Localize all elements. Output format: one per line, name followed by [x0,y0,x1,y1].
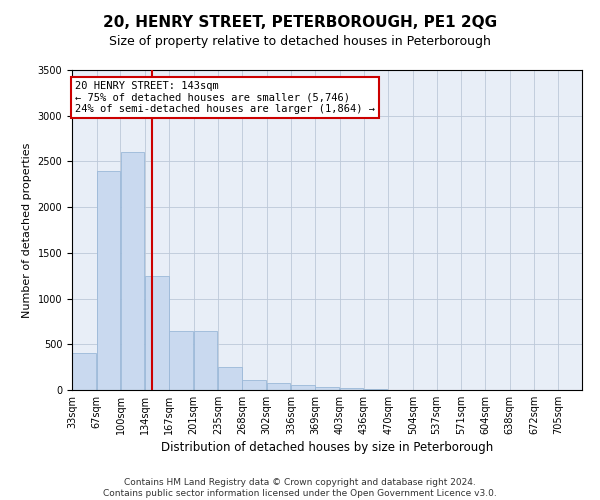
Y-axis label: Number of detached properties: Number of detached properties [22,142,32,318]
Text: Size of property relative to detached houses in Peterborough: Size of property relative to detached ho… [109,35,491,48]
Bar [169,332,193,390]
Bar [121,152,144,390]
Bar [218,367,242,390]
Bar [242,380,266,390]
Bar [97,170,120,390]
Bar [340,388,363,390]
Bar [316,387,338,390]
Bar [72,354,95,390]
Bar [267,383,290,390]
Bar [292,386,315,390]
Bar [194,332,217,390]
X-axis label: Distribution of detached houses by size in Peterborough: Distribution of detached houses by size … [161,441,493,454]
Text: 20, HENRY STREET, PETERBOROUGH, PE1 2QG: 20, HENRY STREET, PETERBOROUGH, PE1 2QG [103,15,497,30]
Text: 20 HENRY STREET: 143sqm
← 75% of detached houses are smaller (5,746)
24% of semi: 20 HENRY STREET: 143sqm ← 75% of detache… [75,81,375,114]
Bar [145,276,169,390]
Text: Contains HM Land Registry data © Crown copyright and database right 2024.
Contai: Contains HM Land Registry data © Crown c… [103,478,497,498]
